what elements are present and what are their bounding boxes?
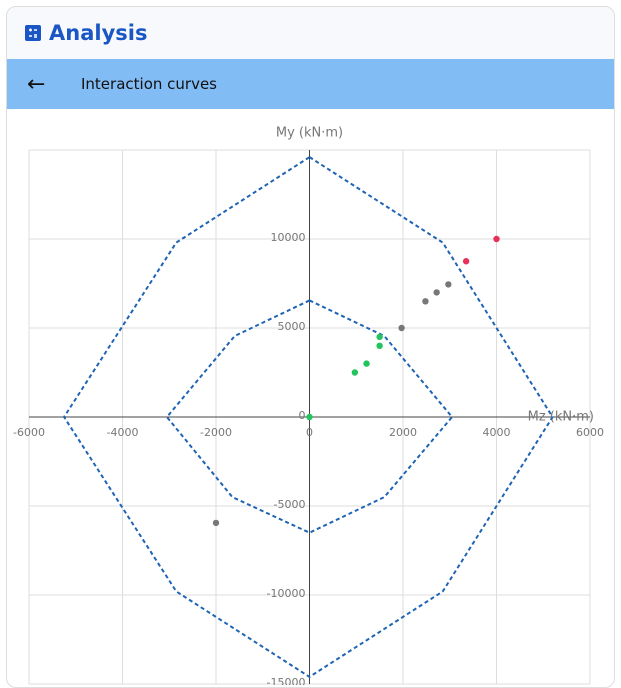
x-tick-label: 2000 <box>389 426 417 439</box>
point <box>376 333 383 341</box>
y-tick-label: 5000 <box>278 320 306 333</box>
point <box>306 413 313 421</box>
point <box>493 235 500 243</box>
card: Analysis ← Interaction curves -6000 -4000… <box>6 6 615 688</box>
point <box>351 369 359 376</box>
y-tick-label: -10000 <box>267 587 306 600</box>
x-tick-label: -2000 <box>200 426 232 439</box>
point <box>398 324 405 332</box>
point <box>462 258 470 265</box>
y-tick-label: 10000 <box>271 231 306 244</box>
y-tick-label: 0 <box>299 409 306 422</box>
curve <box>62 156 554 679</box>
chart: -6000 -4000 -2000 0 2000 4000 6000 -15000 -10000… <box>13 126 604 688</box>
x-tick-label: 4000 <box>483 426 511 439</box>
y-axis-label: My (kN·m) <box>276 126 343 141</box>
x-axis-label: Mz (kN·m) <box>528 410 594 425</box>
header: Analysis <box>7 7 614 59</box>
point <box>363 360 370 367</box>
toolbar-title: Interaction curves <box>81 75 217 93</box>
point <box>433 289 440 296</box>
x-tick-label: -6000 <box>13 426 45 439</box>
title: Analysis <box>49 21 148 45</box>
y-tick-label: -5000 <box>274 498 306 511</box>
point <box>376 342 383 349</box>
y-tick-label: -15000 <box>267 676 306 685</box>
back-button[interactable]: ← <box>27 71 46 97</box>
x-tick-label: 6000 <box>576 426 604 439</box>
toolbar: ← Interaction curves <box>7 59 614 109</box>
point <box>212 519 220 527</box>
point <box>422 298 429 305</box>
x-tick-label: 0 <box>306 426 313 439</box>
point <box>445 281 452 288</box>
icon <box>25 25 41 41</box>
x-tick-label: -4000 <box>107 426 139 439</box>
